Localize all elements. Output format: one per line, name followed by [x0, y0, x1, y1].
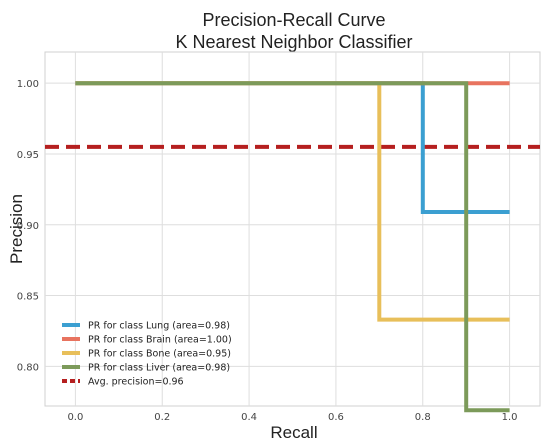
x-tick-label: 0.0	[67, 412, 83, 423]
y-tick-label: 0.95	[17, 150, 39, 161]
x-tick-label: 0.8	[415, 412, 431, 423]
legend: PR for class Lung (area=0.98) PR for clas…	[62, 321, 232, 388]
y-tick-labels: 0.80 0.85 0.90 0.95 1.00	[17, 79, 39, 373]
x-tick-label: 0.6	[328, 412, 344, 423]
x-tick-label: 0.2	[154, 412, 170, 423]
y-tick-label: 0.85	[17, 292, 39, 303]
series-line-3	[75, 81, 510, 413]
legend-label-2: PR for class Bone (area=0.95)	[88, 349, 231, 360]
chart-title: Precision-Recall Curve	[202, 10, 385, 30]
x-tick-label: 1.0	[502, 412, 518, 423]
legend-label-1: PR for class Brain (area=1.00)	[88, 335, 232, 346]
y-tick-label: 1.00	[17, 79, 39, 90]
x-axis-label: Recall	[270, 423, 317, 442]
x-tick-labels: 0.0 0.2 0.4 0.6 0.8 1.0	[67, 412, 517, 423]
chart-subtitle: K Nearest Neighbor Classifier	[175, 32, 412, 52]
y-tick-label: 0.80	[17, 362, 39, 373]
y-tick-label: 0.90	[17, 221, 39, 232]
legend-label-4: Avg. precision=0.96	[88, 377, 184, 388]
plot-area	[44, 51, 541, 407]
legend-label-3: PR for class Liver (area=0.98)	[88, 363, 230, 374]
x-tick-label: 0.4	[241, 412, 257, 423]
legend-label-0: PR for class Lung (area=0.98)	[88, 321, 230, 332]
series-group	[75, 81, 510, 413]
grid-lines	[45, 52, 540, 406]
y-axis-label: Precision	[7, 194, 26, 264]
